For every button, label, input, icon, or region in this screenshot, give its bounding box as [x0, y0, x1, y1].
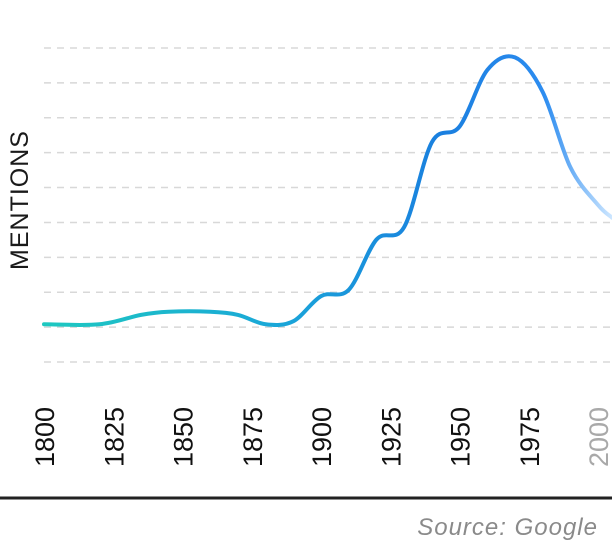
y-axis-label: MENTIONS [6, 130, 34, 270]
x-tick-label: 1950 [446, 407, 476, 467]
x-tick-label: 1800 [30, 407, 60, 467]
x-tick-label: 2000 [584, 407, 612, 467]
series-line [42, 54, 612, 328]
source-caption: Source: Google [417, 514, 598, 541]
x-tick-label: 1875 [238, 407, 268, 467]
x-tick-label: 1975 [515, 407, 545, 467]
x-tick-label: 1900 [307, 407, 337, 467]
x-tick-label: 1825 [99, 407, 129, 467]
x-tick-label: 1850 [169, 407, 199, 467]
x-tick-label: 1925 [376, 407, 406, 467]
x-axis-ticks: 1800 1825 1850 1875 1900 1925 1950 1975 2000 [30, 407, 612, 467]
gridlines [44, 47, 612, 363]
